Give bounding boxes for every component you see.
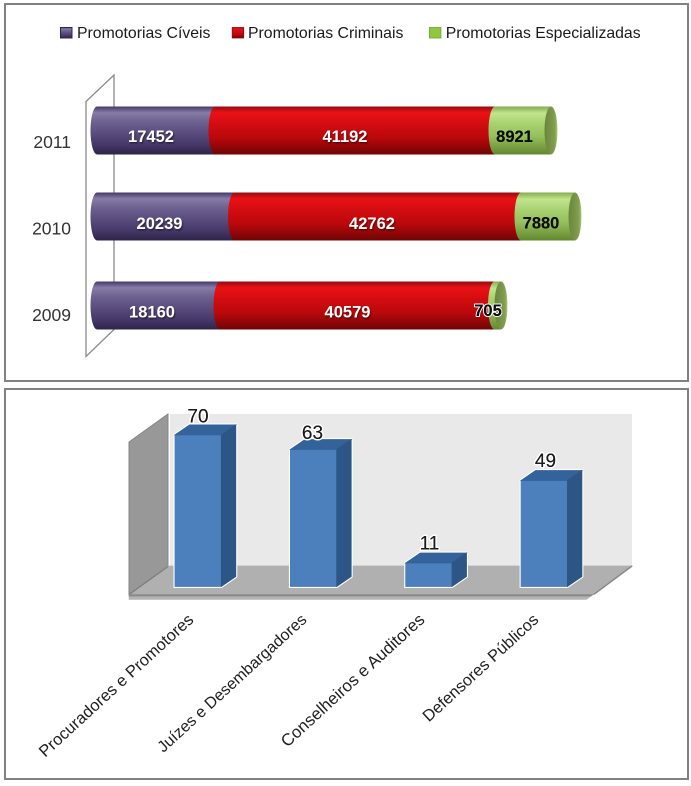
- svg-text:17452: 17452: [128, 128, 174, 146]
- svg-text:Promotorias Criminais: Promotorias Criminais: [248, 25, 403, 42]
- svg-text:18160: 18160: [130, 305, 176, 323]
- svg-text:Promotorias Especializadas: Promotorias Especializadas: [446, 25, 641, 42]
- svg-text:7880: 7880: [523, 215, 560, 233]
- svg-text:49: 49: [535, 451, 556, 472]
- svg-text:63: 63: [302, 423, 323, 444]
- svg-text:20239: 20239: [138, 216, 184, 234]
- svg-text:2009: 2009: [32, 305, 71, 325]
- svg-text:2011: 2011: [33, 132, 71, 152]
- svg-text:63: 63: [302, 423, 323, 444]
- svg-text:8921: 8921: [496, 128, 533, 146]
- svg-text:17452: 17452: [129, 129, 175, 147]
- svg-text:42762: 42762: [350, 216, 396, 234]
- svg-text:41192: 41192: [323, 128, 368, 146]
- svg-text:20239: 20239: [137, 215, 183, 233]
- svg-text:Defensores Públicos: Defensores Públicos: [419, 611, 542, 726]
- svg-text:11: 11: [420, 534, 440, 555]
- svg-text:8921: 8921: [496, 128, 533, 146]
- svg-text:2010: 2010: [32, 219, 71, 239]
- svg-text:40579: 40579: [326, 305, 372, 323]
- svg-text:49: 49: [535, 451, 556, 472]
- svg-text:70: 70: [187, 407, 208, 428]
- svg-text:41192: 41192: [324, 129, 369, 147]
- svg-text:7880: 7880: [523, 215, 560, 233]
- svg-text:70: 70: [187, 407, 208, 428]
- svg-text:11: 11: [420, 534, 440, 555]
- svg-text:42762: 42762: [349, 215, 395, 233]
- svg-text:Promotorias Cíveis: Promotorias Cíveis: [77, 25, 211, 42]
- svg-text:18160: 18160: [129, 304, 175, 322]
- svg-text:705: 705: [474, 302, 502, 320]
- svg-text:705: 705: [474, 302, 502, 320]
- svg-text:40579: 40579: [325, 304, 371, 322]
